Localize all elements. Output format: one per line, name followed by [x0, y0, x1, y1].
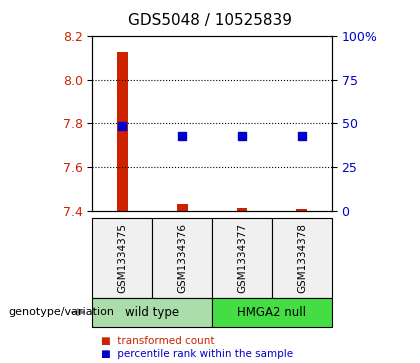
Text: GSM1334378: GSM1334378 [297, 223, 307, 293]
Bar [236, 208, 247, 211]
Bar [297, 209, 307, 211]
Text: ■  transformed count: ■ transformed count [101, 336, 214, 346]
Text: ■  percentile rank within the sample: ■ percentile rank within the sample [101, 349, 293, 359]
Text: genotype/variation: genotype/variation [8, 307, 114, 317]
Text: GSM1334377: GSM1334377 [237, 223, 247, 293]
Text: HMGA2 null: HMGA2 null [237, 306, 307, 319]
Text: GSM1334375: GSM1334375 [117, 223, 127, 293]
Text: GSM1334376: GSM1334376 [177, 223, 187, 293]
Text: GDS5048 / 10525839: GDS5048 / 10525839 [128, 13, 292, 28]
Text: wild type: wild type [125, 306, 179, 319]
Bar [177, 204, 188, 211]
Bar [117, 52, 128, 211]
